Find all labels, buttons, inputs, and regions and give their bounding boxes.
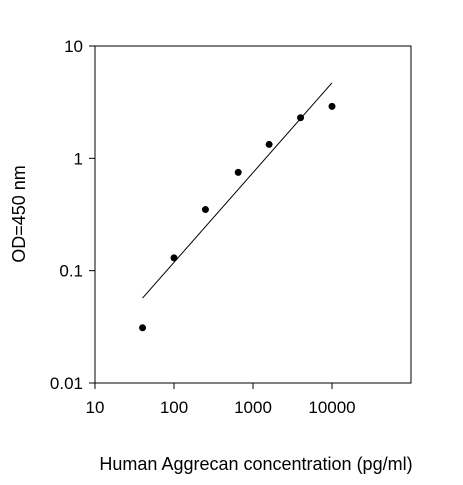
data-point (297, 114, 305, 122)
y-axis-title: OD=450 nm (9, 165, 29, 263)
regression-line (142, 82, 333, 299)
x-tick-label: 10000 (308, 398, 355, 417)
y-tick-label: 0.1 (59, 262, 83, 281)
y-tick-label: 0.01 (50, 374, 83, 393)
data-point (328, 102, 336, 110)
data-point (265, 140, 273, 148)
y-tick-label: 10 (64, 37, 83, 56)
plot-frame (94, 45, 412, 384)
data-point (234, 168, 242, 176)
fit-line-layer (142, 82, 333, 299)
x-tick-label: 100 (160, 398, 188, 417)
y-tick-label: 1 (74, 149, 83, 168)
x-tick-label: 1000 (234, 398, 272, 417)
data-point (170, 254, 178, 262)
data-points-layer (139, 102, 336, 332)
data-point (139, 324, 147, 332)
ticks-layer: 10 100 1000 10000 0.01 0.1 1 10 (50, 37, 356, 417)
x-tick-label: 10 (86, 398, 105, 417)
x-axis-title: Human Aggrecan concentration (pg/ml) (99, 454, 412, 474)
data-point (201, 206, 209, 214)
